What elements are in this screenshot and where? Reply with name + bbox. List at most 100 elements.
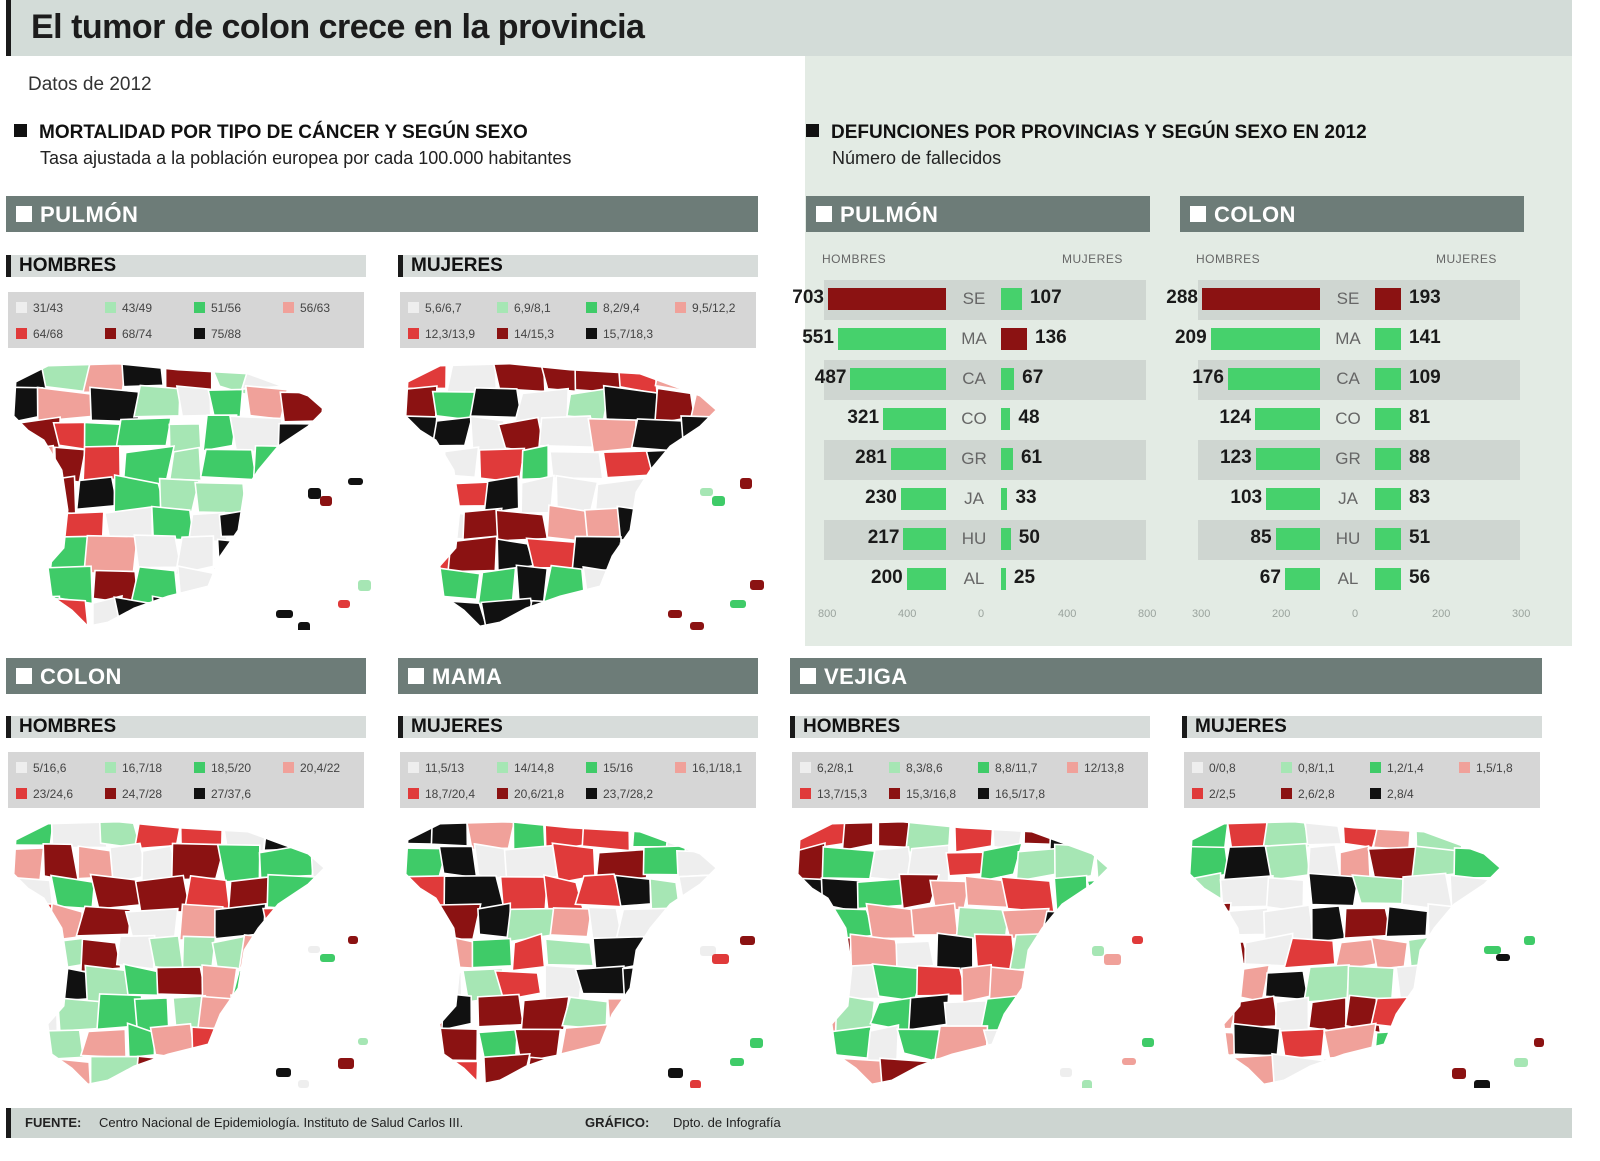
island [1104, 954, 1121, 965]
province-region [38, 475, 77, 515]
bar-hombres [1202, 288, 1320, 310]
province-region [175, 385, 212, 417]
province-region [436, 509, 466, 540]
province-region [406, 1055, 441, 1084]
province-region [1078, 822, 1108, 854]
legend-range-label: 1,2/1,4 [1387, 761, 1424, 775]
island [1142, 1038, 1154, 1047]
province-region [1190, 1056, 1230, 1084]
category-bar-chart-pulmon: PULMÓN [806, 196, 1150, 232]
value-mujeres: 51 [1409, 527, 1431, 548]
right-section-heading: DEFUNCIONES POR PROVINCIAS Y SEGÚN SEXO … [806, 122, 1367, 144]
legend-range-label: 51/56 [211, 301, 242, 315]
province-region [549, 450, 604, 480]
province-region [594, 477, 648, 511]
bar-hombres [850, 368, 946, 390]
island [338, 1058, 354, 1069]
bullet-square-icon [806, 124, 819, 137]
legend-item: 6,9/8,1 [497, 298, 551, 318]
province-abbr: CO [961, 409, 987, 428]
province-region [865, 902, 917, 940]
chart-row-band [824, 440, 1146, 480]
value-hombres: 124 [1219, 407, 1252, 428]
legend-swatch [1459, 762, 1470, 773]
province-region [602, 450, 654, 479]
legend-range-label: 16,1/18,1 [692, 761, 743, 775]
province-region [14, 992, 59, 1034]
province-region [120, 364, 165, 388]
province-region [483, 475, 520, 515]
province-region [301, 1023, 324, 1059]
axis-tick-label: 200 [1432, 608, 1451, 620]
province-region [1232, 995, 1280, 1029]
province-region [556, 594, 613, 626]
province-region [83, 534, 139, 576]
bar-hombres [1284, 568, 1320, 590]
island [668, 1068, 683, 1078]
legend-item: 11,5/13 [408, 758, 464, 778]
legend-range-label: 20,4/22 [300, 761, 341, 775]
island [690, 1080, 701, 1088]
bar-mujeres [1375, 488, 1401, 510]
province-region [1068, 964, 1103, 1001]
province-region [798, 962, 843, 1000]
province-region [151, 595, 191, 626]
province-region [602, 384, 659, 424]
province-region [328, 448, 380, 483]
province-abbr: GR [1335, 449, 1361, 468]
legend-range-label: 13,7/15,3 [817, 787, 868, 801]
legend-range-label: 23/24,6 [33, 787, 74, 801]
category-bar-vejiga: VEJIGA [790, 658, 1542, 694]
island [1060, 1068, 1072, 1077]
province-region [1232, 1022, 1281, 1057]
province-region [1310, 905, 1346, 944]
province-region [1264, 970, 1309, 1001]
province-region [406, 599, 450, 626]
country-outline [1189, 821, 1501, 1085]
bar-mujeres [1001, 448, 1013, 470]
map-legend: 0/0,8 0,8/1,1 1,2/1,4 1,5/1,8 2/2,5 2,6/2,8 2,… [1184, 752, 1540, 808]
country-outline [13, 363, 325, 627]
legend-item: 23,7/28,2 [586, 784, 653, 804]
province-region [1073, 1053, 1108, 1084]
province-region [1395, 962, 1441, 1003]
province-region [715, 876, 716, 910]
map-legend: 6,2/8,1 8,3/8,6 8,8/11,7 12/13,8 13,7/15,3 15… [792, 752, 1148, 808]
province-region [587, 417, 637, 454]
province-region [50, 822, 108, 849]
province-region [216, 843, 261, 883]
bar-mujeres [1375, 528, 1401, 550]
legend-item: 64/68 [16, 324, 63, 344]
province-region [49, 597, 90, 626]
province-region [1042, 932, 1088, 974]
legend-range-label: 6,9/8,1 [514, 301, 551, 315]
legend-item: 16,1/18,1 [675, 758, 742, 778]
bar-mujeres [1375, 408, 1401, 430]
province-region [277, 422, 324, 455]
value-mujeres: 83 [1409, 487, 1431, 508]
value-mujeres: 50 [1018, 527, 1040, 548]
legend-item: 18,7/20,4 [408, 784, 475, 804]
province-region [558, 1023, 613, 1063]
province-region [701, 364, 716, 393]
province-region [214, 902, 267, 940]
province-region [642, 932, 690, 974]
province-region [246, 482, 284, 512]
province-region [14, 1052, 49, 1084]
province-region [649, 877, 681, 913]
left-section-subheading: Tasa ajustada a la población europea por… [40, 148, 572, 168]
province-region [265, 535, 304, 571]
province-region [406, 992, 450, 1032]
bar-mujeres [1375, 288, 1401, 310]
island [1122, 1058, 1136, 1065]
map-legend: 31/43 43/49 51/56 56/63 64/68 68/74 75/88 [8, 292, 364, 348]
province-region [176, 1055, 219, 1084]
island [730, 1058, 744, 1066]
province-region [1000, 876, 1056, 914]
legend-swatch [586, 302, 597, 313]
legend-item: 13,7/15,3 [800, 784, 867, 804]
axis-tick-label: 800 [818, 608, 837, 620]
province-region [631, 822, 673, 848]
province-region [1468, 902, 1500, 944]
map-legend: 5/16,6 16,7/18 18,5/20 20,4/22 23/24,6 24,7/2… [8, 752, 364, 808]
